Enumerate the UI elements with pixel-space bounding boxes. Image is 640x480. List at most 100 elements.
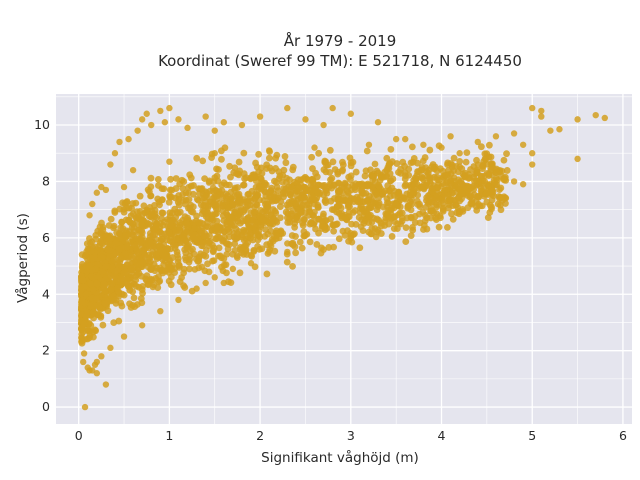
- scatter-point: [120, 183, 128, 191]
- scatter-point: [82, 291, 90, 298]
- scatter-point: [420, 141, 427, 148]
- scatter-point-cloud: [234, 184, 241, 191]
- scatter-point-cloud: [168, 186, 176, 194]
- scatter-point-cloud: [344, 183, 352, 191]
- scatter-point-cloud: [326, 146, 334, 154]
- x-tick-label: 0: [75, 428, 83, 443]
- scatter-point: [338, 214, 345, 222]
- scatter-point-cloud: [132, 199, 140, 207]
- scatter-point: [120, 333, 128, 340]
- scatter-point-cloud: [253, 163, 261, 171]
- scatter-point: [86, 212, 93, 219]
- scatter-point-cloud: [432, 216, 440, 224]
- scatter-point-cloud: [463, 149, 471, 156]
- scatter-point: [465, 175, 472, 182]
- scatter-point-cloud: [115, 230, 123, 237]
- scatter-point: [456, 150, 463, 157]
- scatter-point-cloud: [267, 211, 275, 219]
- scatter-point-cloud: [150, 225, 158, 233]
- scatter-point-cloud: [312, 225, 319, 233]
- scatter-point-cloud: [154, 182, 162, 189]
- scatter-point: [202, 113, 209, 120]
- scatter-point-cloud: [230, 233, 238, 241]
- scatter-point: [184, 124, 191, 132]
- scatter-point-cloud: [210, 257, 218, 265]
- scatter-point-cloud: [161, 253, 169, 261]
- scatter-point: [81, 403, 89, 411]
- scatter-point-cloud: [368, 218, 376, 226]
- scatter-point-cloud: [330, 243, 337, 251]
- scatter-point-cloud: [481, 178, 489, 185]
- scatter-point-cloud: [298, 244, 306, 252]
- scatter-point-cloud: [181, 226, 189, 234]
- scatter-point: [302, 116, 309, 123]
- scatter-point-cloud: [458, 189, 466, 197]
- scatter-point: [84, 245, 91, 253]
- scatter-point-cloud: [503, 167, 511, 174]
- scatter-point-cloud: [112, 296, 120, 304]
- scatter-point-cloud: [178, 274, 186, 281]
- scatter-point: [392, 200, 400, 208]
- scatter-point: [374, 119, 382, 126]
- scatter-point-cloud: [387, 145, 395, 153]
- scatter-point-cloud: [390, 225, 398, 233]
- scatter-point-cloud: [80, 320, 88, 328]
- scatter-point-cloud: [277, 214, 284, 222]
- scatter-point-cloud: [380, 203, 387, 211]
- scatter-point-cloud: [291, 223, 299, 231]
- scatter-point-cloud: [323, 161, 330, 169]
- scatter-point-cloud: [410, 155, 418, 162]
- scatter-point-cloud: [89, 309, 97, 317]
- scatter-point: [98, 353, 105, 360]
- scatter-point-cloud: [473, 207, 481, 214]
- scatter-point-cloud: [205, 239, 213, 246]
- scatter-point-cloud: [462, 158, 470, 166]
- scatter-point-cloud: [326, 182, 334, 190]
- scatter-point: [81, 336, 89, 343]
- scatter-point-cloud: [278, 178, 286, 186]
- scatter-point-cloud: [421, 211, 429, 219]
- scatter-point-cloud: [242, 174, 250, 182]
- scatter-point-cloud: [401, 175, 409, 183]
- scatter-point-cloud: [499, 196, 506, 204]
- scatter-point-cloud: [110, 319, 118, 326]
- scatter-point: [148, 121, 155, 129]
- scatter-point-cloud: [218, 155, 225, 163]
- scatter-point-cloud: [368, 224, 376, 232]
- scatter-point: [111, 150, 119, 157]
- scatter-point-cloud: [239, 181, 247, 189]
- scatter-point-cloud: [436, 165, 444, 173]
- scatter-point-cloud: [335, 188, 342, 196]
- scatter-point-cloud: [119, 224, 127, 232]
- scatter-point-cloud: [243, 217, 251, 225]
- scatter-point-cloud: [251, 173, 258, 181]
- scatter-point: [138, 322, 146, 329]
- x-axis-label: Signifikant våghöjd (m): [261, 449, 419, 466]
- scatter-point-cloud: [261, 232, 269, 240]
- scatter-point-cloud: [206, 232, 213, 240]
- scatter-point-cloud: [368, 230, 376, 238]
- scatter-point: [220, 279, 228, 287]
- scatter-point-cloud: [339, 227, 347, 235]
- scatter-point-cloud: [411, 180, 419, 188]
- scatter-point-cloud: [107, 215, 115, 223]
- scatter-point: [175, 116, 182, 123]
- scatter-point-cloud: [107, 286, 115, 294]
- scatter-point-cloud: [305, 201, 313, 208]
- scatter-point-cloud: [288, 210, 295, 218]
- scatter-point-cloud: [191, 265, 199, 273]
- scatter-point-cloud: [371, 188, 379, 196]
- scatter-point-cloud: [367, 204, 375, 212]
- scatter-point-cloud: [227, 279, 235, 287]
- scatter-point-cloud: [107, 272, 114, 279]
- scatter-point-cloud: [91, 326, 99, 334]
- scatter-point-cloud: [154, 175, 162, 183]
- scatter-point: [529, 161, 536, 168]
- scatter-point-cloud: [283, 258, 291, 266]
- scatter-point-cloud: [99, 268, 106, 275]
- chart-subtitle: Koordinat (Sweref 99 TM): E 521718, N 61…: [158, 52, 522, 70]
- scatter-point-cloud: [477, 143, 485, 151]
- scatter-point-cloud: [417, 166, 425, 174]
- scatter-point-cloud: [139, 289, 146, 297]
